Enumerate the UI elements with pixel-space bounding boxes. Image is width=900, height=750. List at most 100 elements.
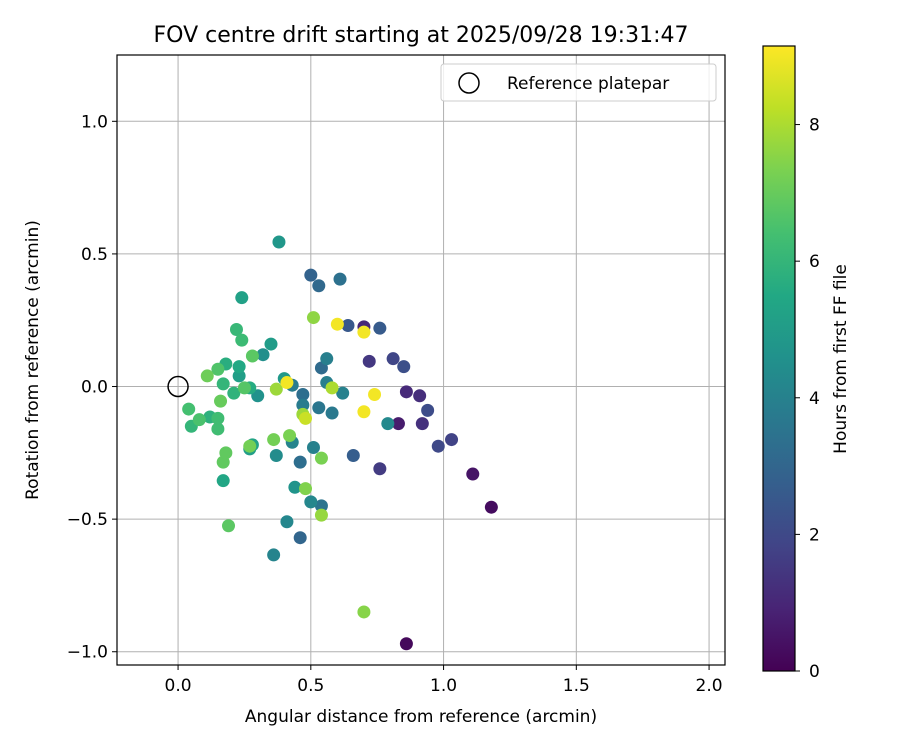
data-point [232, 360, 246, 374]
data-point [357, 605, 371, 619]
legend-label: Reference platepar [507, 74, 669, 94]
data-point [243, 439, 257, 453]
data-point [267, 548, 281, 562]
x-tick-label: 0.0 [165, 676, 192, 696]
data-point [222, 519, 236, 533]
x-axis-ticks: 0.0 0.5 1.0 1.5 2.0 [165, 665, 723, 696]
data-point [336, 386, 350, 400]
colorbar-tick-label: 2 [809, 525, 820, 545]
x-tick-label: 2.0 [696, 676, 723, 696]
data-point [182, 402, 196, 416]
data-point [314, 508, 328, 522]
data-point [368, 387, 382, 401]
y-axis-label: Rotation from reference (arcmin) [23, 220, 43, 500]
data-point [325, 381, 339, 395]
x-tick-label: 0.5 [297, 676, 324, 696]
data-point [296, 387, 310, 401]
data-point [306, 311, 320, 325]
data-point [415, 417, 429, 431]
data-point [245, 349, 259, 363]
data-point [362, 354, 376, 368]
data-point [216, 474, 230, 488]
y-tick-label: −0.5 [67, 510, 108, 530]
data-point [237, 381, 251, 395]
colorbar: 0 2 4 6 8 Hours from first FF file [762, 45, 851, 682]
reference-marker [167, 375, 189, 398]
data-point [325, 406, 339, 420]
data-point [219, 446, 233, 460]
data-point [280, 515, 294, 529]
data-point [192, 413, 206, 427]
data-point [214, 394, 228, 408]
data-point [211, 362, 225, 376]
data-point [314, 451, 328, 465]
data-point [373, 462, 387, 476]
legend-box [440, 63, 717, 102]
data-point [256, 348, 270, 362]
y-tick-label: 0.5 [81, 245, 108, 265]
data-point [445, 433, 459, 447]
data-point [320, 352, 334, 366]
grid-lines [117, 55, 725, 665]
data-point [293, 531, 307, 545]
data-point [312, 401, 326, 415]
x-axis-label: Angular distance from reference (arcmin) [245, 707, 597, 727]
colorbar-tick-label: 6 [809, 252, 820, 272]
reference-point [167, 375, 189, 398]
x-tick-label: 1.5 [563, 676, 590, 696]
data-point [296, 398, 310, 412]
data-point [229, 323, 243, 336]
colorbar-ticks: 0 2 4 6 8 [795, 116, 820, 682]
data-point [330, 317, 344, 331]
x-tick-label: 1.0 [430, 676, 457, 696]
data-point [386, 352, 400, 366]
data-point [391, 417, 405, 431]
data-point [280, 376, 294, 390]
data-point [346, 448, 360, 462]
data-point [341, 319, 355, 333]
legend-marker [458, 72, 480, 94]
data-point [421, 403, 435, 417]
data-point [373, 321, 387, 335]
data-point [299, 411, 313, 425]
data-point [484, 500, 498, 514]
data-point [357, 325, 371, 339]
data-point [288, 480, 302, 494]
plot-frame [116, 54, 726, 666]
data-point [413, 389, 427, 403]
data-point [381, 417, 395, 431]
data-point [399, 385, 413, 399]
data-point [232, 369, 246, 383]
y-tick-label: 0.0 [81, 378, 108, 398]
data-point [304, 495, 318, 509]
data-point [304, 268, 318, 282]
data-point [211, 422, 225, 436]
data-point [272, 235, 286, 249]
data-point [306, 441, 320, 455]
colorbar-tick-label: 8 [809, 116, 820, 136]
legend: Reference platepar [440, 63, 717, 102]
data-point [216, 377, 230, 391]
colorbar-tick-label: 4 [809, 389, 820, 409]
colorbar-label: Hours from first FF file [831, 264, 851, 454]
data-point [251, 389, 265, 403]
data-point [397, 360, 411, 374]
chart-title: FOV centre drift starting at 2025/09/28 … [154, 23, 689, 48]
data-point [293, 455, 307, 469]
data-point [264, 337, 278, 351]
colorbar-tick-label: 0 [809, 662, 820, 682]
data-point [267, 433, 281, 447]
data-point [269, 448, 283, 462]
data-point [235, 291, 249, 305]
colorbar-gradient [762, 45, 796, 672]
data-point [314, 499, 328, 513]
y-axis-ticks: −1.0 −0.5 0.0 0.5 1.0 [67, 112, 117, 663]
data-point [269, 382, 283, 396]
data-point [227, 386, 241, 400]
y-tick-label: 1.0 [81, 112, 108, 132]
data-point [200, 369, 214, 383]
data-point [283, 429, 297, 443]
data-point [299, 482, 313, 496]
data-point [399, 637, 413, 651]
